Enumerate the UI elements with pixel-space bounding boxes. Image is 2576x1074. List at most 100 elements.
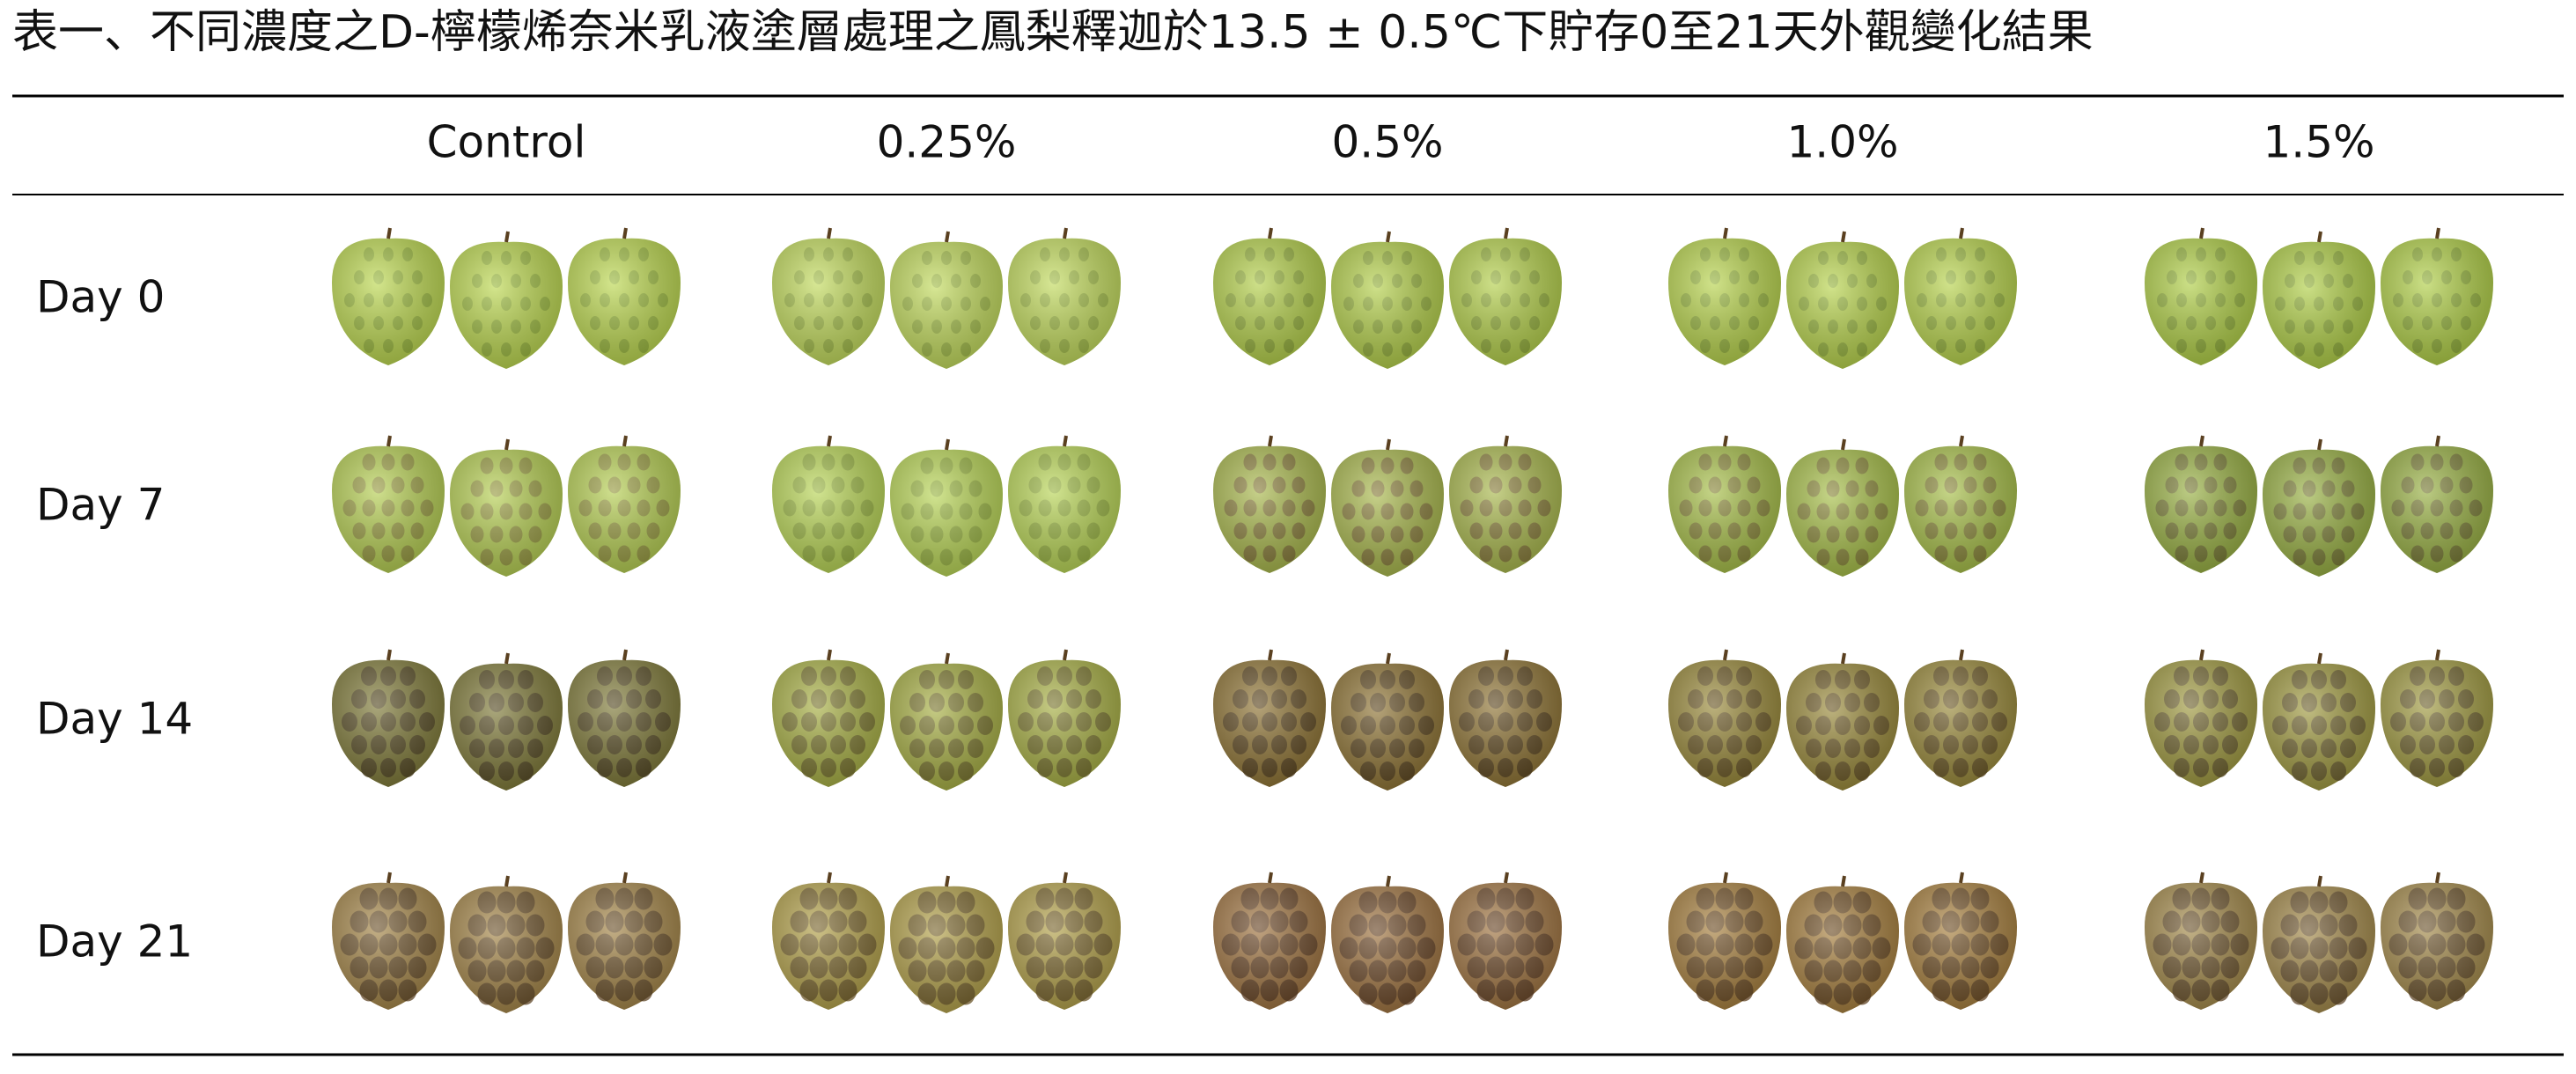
fruit-stem [1063,872,1068,884]
fruit-shade [890,886,1003,1013]
fruit-shade [1008,659,1121,787]
fruit-shade [2263,449,2375,577]
table-title: 表一、不同濃度之D-檸檬烯奈米乳液塗層處理之鳳梨釋迦於13.5 ± 0.5℃下貯… [12,6,2094,59]
fruit-shade [568,882,681,1010]
fruit-stem [827,227,832,239]
fruit-shade [1668,659,1781,787]
column-header: 0.5% [1331,117,1443,168]
fruit-shade [1668,238,1781,365]
fruit-shade [2263,663,2375,791]
fruit-shade [1008,445,1121,573]
fruit-photo [772,227,1121,369]
fruit-shade [2381,238,2493,365]
fruit-shade [1449,659,1562,787]
fruit-stem [1959,872,1964,884]
fruit-stem [827,435,832,447]
fruit-shade [1904,659,2017,787]
fruit-shade [1904,445,2017,573]
fruit-photo [1213,872,1562,1013]
row-label: Day 21 [36,916,193,967]
fruit-stem [504,231,510,243]
fruit-shade [1449,882,1562,1010]
fruit-stem [1959,227,1964,239]
fruit-photo [2145,872,2493,1013]
column-header: Control [427,117,586,168]
fruit-shade [332,659,445,787]
fruit-stem [2317,875,2322,887]
fruit-stem [1386,231,1391,243]
fruit-shade [772,659,885,787]
fruit-stem [1504,649,1509,661]
fruit-stem [1268,649,1273,661]
fruit-shade [332,882,445,1010]
fruit-shade [1213,238,1326,365]
column-header: 1.0% [1786,117,1898,168]
fruit-shade [1786,886,1899,1013]
table-body [332,227,2493,1013]
fruit-stem [1063,649,1068,661]
fruit-stem [827,649,832,661]
fruit-shade [1008,238,1121,365]
fruit-shade [1449,238,1562,365]
fruit-photo [332,649,681,791]
fruit-photo [1668,872,2017,1013]
fruit-stem [1723,649,1728,661]
fruit-stem [945,875,950,887]
fruit-stem [1841,231,1846,243]
fruit-shade [1213,882,1326,1010]
fruit-stem [622,227,628,239]
fruit-photo [332,872,681,1013]
fruit-shade [2263,241,2375,369]
fruit-shade [1331,449,1444,577]
fruit-photo [772,872,1121,1013]
fruit-shade [1331,663,1444,791]
fruit-stem [945,438,950,451]
fruit-stem [1959,649,1964,661]
fruit-stem [504,652,510,665]
fruit-stem [2199,649,2204,661]
fruit-shade [772,445,885,573]
fruit-shade [2145,659,2257,787]
fruit-shade [1786,241,1899,369]
fruit-photo [1668,435,2017,577]
fruit-stem [1959,435,1964,447]
fruit-shade [2145,445,2257,573]
fruit-stem [1723,435,1728,447]
fruit-stem [2199,435,2204,447]
fruit-shade [1331,886,1444,1013]
fruit-shade [450,241,563,369]
fruit-shade [1213,445,1326,573]
fruit-shade [332,445,445,573]
row-label: Day 14 [36,694,193,745]
fruit-shade [2381,659,2493,787]
fruit-shade [2145,882,2257,1010]
fruit-shade [2381,882,2493,1010]
fruit-shade [568,238,681,365]
fruit-stem [622,435,628,447]
fruit-photo [2145,649,2493,791]
row-label: Day 7 [36,480,165,531]
fruit-stem [1386,875,1391,887]
column-header: 1.5% [2263,117,2374,168]
fruit-photo [332,435,681,577]
fruit-shade [568,659,681,787]
fruit-stem [1504,227,1509,239]
fruit-shade [1213,659,1326,787]
fruit-stem [1268,227,1273,239]
column-header: 0.25% [877,117,1017,168]
fruit-shade [1331,241,1444,369]
fruit-shade [2263,886,2375,1013]
fruit-shade [450,449,563,577]
fruit-stem [386,649,392,661]
fruit-shade [2381,445,2493,573]
fruit-stem [2435,872,2440,884]
fruit-stem [386,227,392,239]
fruit-stem [1268,872,1273,884]
fruit-photo [772,435,1121,577]
fruit-shade [450,663,563,791]
fruit-photo [772,649,1121,791]
fruit-shade [1668,882,1781,1010]
fruit-stem [2435,435,2440,447]
fruit-stem [1504,435,1509,447]
